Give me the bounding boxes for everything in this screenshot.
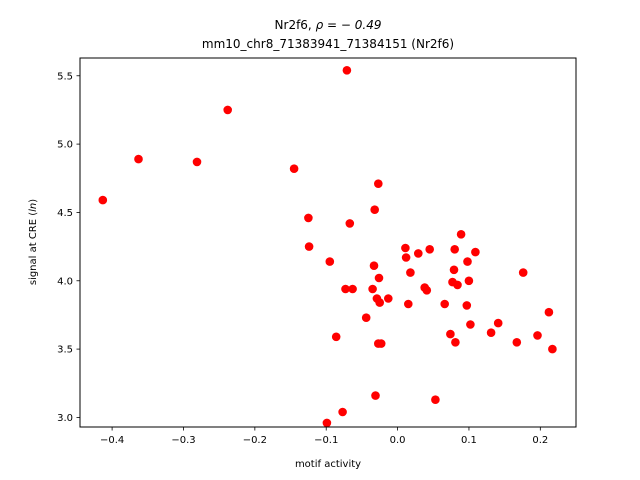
- data-point: [348, 284, 357, 294]
- data-point: [192, 157, 202, 167]
- data-point: [471, 247, 480, 257]
- axes-frame: [79, 57, 577, 428]
- data-point: [361, 313, 371, 323]
- data-point: [325, 257, 335, 266]
- data-point: [466, 320, 475, 329]
- data-point: [533, 331, 542, 340]
- data-point: [304, 242, 314, 251]
- x-tick-label: −0.1: [314, 435, 338, 446]
- data-point: [223, 105, 232, 115]
- data-point: [548, 344, 557, 354]
- data-point: [322, 418, 332, 428]
- data-point: [341, 284, 350, 294]
- data-point: [374, 339, 383, 348]
- y-tick-label: 5.0: [57, 140, 73, 151]
- data-point: [374, 179, 383, 188]
- data-point: [518, 268, 528, 277]
- data-point: [544, 307, 554, 317]
- data-point: [134, 154, 143, 164]
- y-tick-label: 4.0: [57, 276, 73, 287]
- data-point: [370, 205, 380, 214]
- data-point: [414, 249, 423, 258]
- y-tick-label: 5.5: [57, 71, 73, 82]
- x-tick-label: −0.4: [100, 435, 124, 446]
- x-tick-label: −0.2: [243, 435, 267, 446]
- data-point: [450, 245, 460, 254]
- data-point: [401, 243, 410, 253]
- data-point: [331, 332, 341, 342]
- data-point: [463, 257, 472, 266]
- y-axis-label: signal at CRE (ln): [28, 199, 39, 285]
- data-point: [431, 395, 440, 405]
- data-point: [422, 286, 432, 295]
- x-axis-ticks: −0.4 −0.3 −0.2 −0.1 0.0 0.1 0.2: [100, 427, 548, 446]
- y-tick-label: 3.0: [57, 413, 73, 424]
- data-point: [464, 276, 474, 286]
- data-point: [425, 245, 435, 254]
- data-point: [462, 301, 472, 310]
- y-tick-label: 3.5: [57, 345, 73, 356]
- chart-title-line2: mm10_chr8_71383941_71384151 (Nr2f6): [202, 37, 454, 51]
- data-point: [375, 298, 385, 307]
- x-tick-label: 0.0: [390, 435, 406, 446]
- data-point: [456, 230, 466, 239]
- data-point: [369, 261, 379, 271]
- data-point: [342, 66, 352, 75]
- data-point: [451, 338, 460, 347]
- data-point: [289, 164, 299, 173]
- chart-title-line1: Nr2f6, ρ = − 0.49: [275, 18, 382, 32]
- y-axis-ticks: 3.0 3.5 4.0 4.5 5.0 5.5: [57, 71, 80, 424]
- data-point: [446, 329, 455, 339]
- x-tick-label: 0.1: [461, 435, 477, 446]
- data-point: [368, 284, 377, 294]
- data-point: [404, 299, 413, 309]
- data-point: [384, 294, 393, 303]
- x-tick-label: 0.2: [532, 435, 548, 446]
- data-point: [345, 219, 355, 228]
- data-point: [493, 318, 503, 328]
- x-tick-label: −0.3: [171, 435, 195, 446]
- data-point: [453, 280, 462, 290]
- data-point: [401, 253, 411, 262]
- data-point: [338, 407, 347, 417]
- data-point: [512, 338, 522, 347]
- x-axis-label: motif activity: [295, 459, 361, 470]
- plot-area: [79, 57, 577, 428]
- data-points: [98, 66, 557, 428]
- y-tick-label: 4.5: [57, 208, 73, 219]
- data-point: [440, 299, 450, 309]
- data-point: [406, 268, 415, 277]
- data-point: [371, 391, 380, 400]
- data-point: [486, 328, 496, 338]
- data-point: [449, 265, 459, 275]
- data-point: [98, 195, 108, 205]
- data-point: [304, 213, 313, 223]
- data-point: [374, 273, 384, 283]
